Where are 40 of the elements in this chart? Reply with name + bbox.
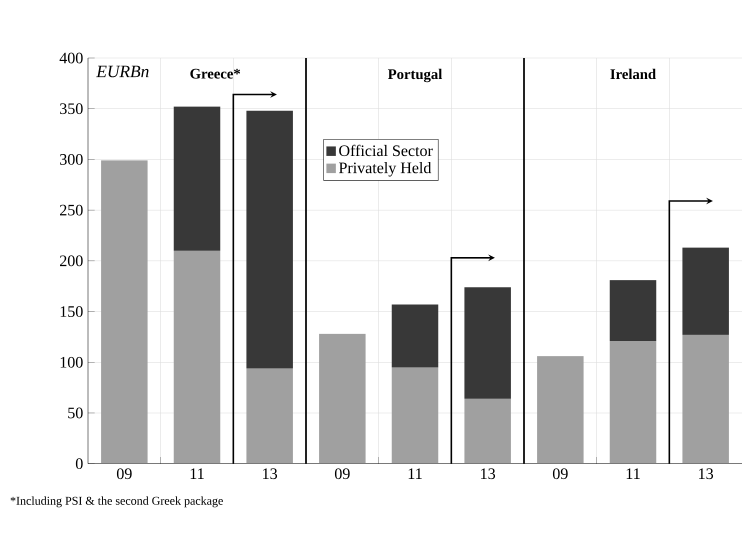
y-tick-label: 0 (76, 458, 83, 470)
x-tick-label: 09 (116, 468, 132, 480)
bar (392, 304, 438, 368)
y-tick-label: 350 (60, 103, 83, 114)
y-tick-label: 50 (68, 408, 83, 418)
annotation: Greece* (190, 68, 240, 79)
bar (174, 106, 220, 251)
text: *Including PSI & the second Greek package (10, 496, 223, 508)
bar (174, 250, 220, 464)
bar (682, 248, 729, 335)
x-tick-label: 09 (552, 468, 568, 480)
y-tick-label: 200 (60, 255, 83, 266)
x-tick-label: 11 (626, 468, 640, 479)
legend-label: Privately Held (338, 162, 432, 177)
y-tick-label: 400 (60, 52, 83, 64)
x-tick-label: 09 (334, 468, 350, 480)
bar (246, 110, 293, 368)
x-tick-label: 13 (481, 468, 496, 480)
x-tick-label: 13 (263, 468, 278, 480)
annotation: Ireland (610, 68, 656, 80)
bar (610, 340, 656, 464)
y-tick-label: 100 (60, 356, 83, 368)
bar (101, 160, 148, 464)
annotation: Portugal (388, 68, 442, 82)
y-tick-label: 300 (60, 154, 83, 165)
bar (464, 398, 511, 464)
legend-label: Official Sector (339, 144, 433, 156)
y-axis-title: EURBn (96, 66, 149, 78)
x-tick-label: 11 (190, 468, 204, 479)
bar (464, 287, 511, 399)
x-tick-label: 11 (408, 468, 422, 479)
x-tick-label: 13 (699, 468, 714, 480)
y-tick-label: 150 (60, 306, 83, 317)
bar (610, 280, 656, 341)
bar (682, 334, 729, 464)
bar (246, 368, 293, 464)
y-tick-label: 250 (60, 204, 83, 216)
bar (392, 367, 438, 464)
bar (319, 334, 366, 464)
bar (537, 356, 584, 464)
